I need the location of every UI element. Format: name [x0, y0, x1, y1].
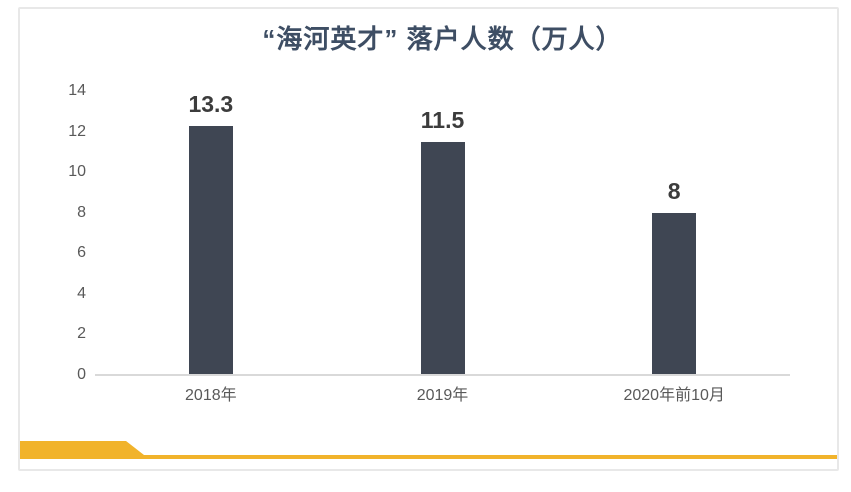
y-tick-label: 4 — [77, 284, 86, 302]
y-tick-label: 10 — [68, 163, 86, 181]
y-tick-label: 6 — [77, 244, 86, 262]
chart-title: “海河英才” 落户人数（万人） — [262, 24, 623, 54]
y-tick-label: 8 — [77, 203, 86, 221]
x-axis: 2018年 2019年 2020年前10月 — [95, 386, 790, 408]
y-axis: 0 2 4 6 8 10 12 14 — [40, 9, 86, 429]
x-tick-label: 2018年 — [185, 387, 237, 404]
x-axis-line — [95, 374, 790, 376]
accent-ribbon — [20, 441, 837, 459]
bar-column: 13.3 — [95, 91, 327, 375]
y-tick-label: 2 — [77, 325, 86, 343]
bar — [420, 141, 465, 375]
x-tick-label: 2019年 — [416, 387, 469, 404]
bar-value-label: 13.3 — [188, 91, 234, 117]
bar-column: 8 — [558, 91, 790, 375]
bar-value-label: 8 — [667, 177, 681, 204]
bar — [652, 212, 697, 375]
x-tick-label: 2020年前10月 — [623, 387, 725, 404]
bar — [188, 126, 233, 375]
bar-column: 11.5 — [327, 91, 559, 375]
y-tick-label: 0 — [77, 366, 86, 383]
chart-frame: “海河英才” 落户人数（万人） 0 2 4 6 8 10 12 14 13.3 11.5 8 20… — [18, 7, 839, 471]
bar-value-label: 11.5 — [420, 106, 465, 133]
y-tick-label: 14 — [68, 82, 86, 99]
y-tick-label: 12 — [68, 122, 86, 140]
plot-area: 13.3 11.5 8 — [95, 91, 790, 375]
